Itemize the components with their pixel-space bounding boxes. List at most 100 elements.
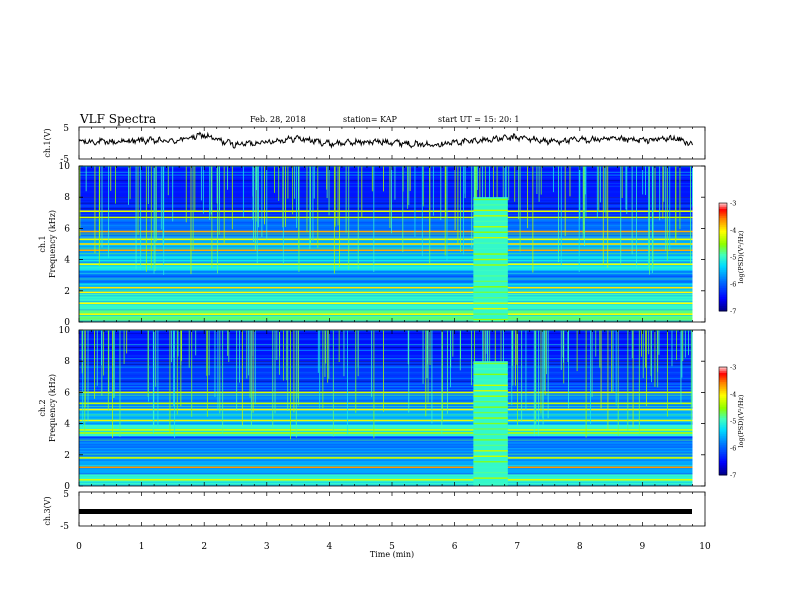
ch2-spectrogram-sferic-streak [650, 330, 652, 383]
ch1-spectrogram-texture-line [79, 270, 693, 272]
ch1-spectrogram-sferic-streak [648, 166, 650, 269]
ch2-spectrogram-texture-line [79, 473, 693, 475]
ch2-spectrogram-sferic-streak [568, 330, 570, 409]
ch1-spectrogram-texture-line [79, 261, 693, 263]
ch1-spectrogram-sferic-streak [108, 166, 110, 259]
ch1-spectrogram-sferic-streak [564, 166, 566, 237]
ch2-spectrogram-texture-line [79, 400, 693, 402]
ch1-spectrogram-sferic-streak [584, 166, 586, 195]
ch2-colorbar-segment [719, 406, 727, 409]
ch1-spectrogram-sferic-streak [659, 166, 661, 221]
ch2-colorbar-segment [719, 388, 727, 391]
ch1-spectrogram-sferic-streak [402, 166, 404, 253]
ch1-spectrogram-sferic-streak [261, 166, 263, 238]
ch1-spectrogram-sferic-streak [476, 166, 478, 190]
ch1-colorbar-segment [719, 230, 727, 233]
ch2-spectrogram-sferic-streak [239, 330, 241, 383]
ch2-spectrogram-sferic-streak [153, 330, 155, 426]
ch2-spectrogram-sferic-streak [276, 330, 278, 361]
ch1-spectrogram-broadband-line [473, 209, 508, 212]
ch1-colorbar-segment [719, 300, 727, 303]
ch1-spectrogram-sferic-streak [253, 166, 254, 242]
ch2-spectrogram-sferic-streak [407, 330, 409, 365]
ch2-colorbar-segment [719, 374, 727, 377]
ch1-spectrogram-texture-line [79, 284, 693, 286]
ch1-colorbar-segment [719, 204, 727, 208]
ch1-spectrogram-emission-line-0 [79, 313, 693, 315]
ch1-spectrogram-sferic-streak [669, 166, 671, 251]
ch1-colorbar-segment [719, 258, 727, 262]
ch1-spectrogram-sferic-streak [446, 166, 448, 262]
ch1-colorbar-segment [719, 271, 727, 274]
ch1-panel-frame [78, 126, 706, 160]
ch1-spectrogram-sferic-streak [312, 166, 314, 242]
ch2-spectrogram-emission-line-5 [79, 419, 693, 422]
ch2-colorbar-segment [719, 417, 727, 420]
ch2-colorbar-segment [719, 401, 727, 404]
ch1-colorbar-segment [719, 282, 727, 285]
ch2-spectrogram-texture-line [79, 372, 693, 374]
ch2-spectrogram-sferic-streak [590, 330, 591, 424]
ch2-colorbar-segment [719, 422, 727, 426]
ch2-spectrogram-sferic-streak [595, 330, 597, 357]
ch1-spectrogram-broadband-line [473, 236, 508, 239]
ch2-spectrogram-sferic-streak [681, 330, 683, 378]
ch1-colorbar-segment [719, 289, 727, 292]
ch1-spectrogram-sferic-streak [508, 166, 510, 201]
ch1-colorbar-segment [719, 206, 727, 209]
ch2-spectrogram-sferic-streak [250, 330, 252, 427]
ch1-spectrogram-texture-line [79, 202, 693, 204]
ch1-timeseries-panel: 5 -5 ch.1(V) [43, 124, 706, 165]
ch2-spectrogram-ytick-label: 6 [64, 388, 70, 398]
ch2-spectrogram-band-8 [79, 330, 693, 362]
ch2-spectrogram-sferic-streak [676, 330, 678, 360]
ch2-spectrogram-sferic-streak [485, 330, 487, 381]
ch2-spectrogram-ytick-label: 0 [64, 482, 70, 492]
ch2-spectrogram-broadband-line [473, 482, 508, 485]
ch1-colorbar-segment [719, 273, 727, 276]
ch2-spectrogram-sferic-streak [180, 330, 182, 407]
ch2-spectrogram-texture-line [79, 476, 693, 478]
ch2-spectrogram-texture-line [79, 375, 693, 377]
ch1-colorbar-segment [719, 285, 727, 289]
ch1-colorbar-segment [719, 253, 727, 256]
ch1-colorbar-segment [719, 257, 727, 260]
x-tick-label: 3 [264, 542, 270, 552]
ch2-spectrogram-texture-line [79, 459, 693, 461]
ch1-spectrogram-sferic-streak [94, 166, 96, 254]
ch1-spectrogram-sferic-streak [231, 166, 233, 230]
ch2-spectrogram-sferic-streak [325, 330, 327, 364]
ch2-spectrogram-sferic-streak [671, 330, 673, 367]
ch1-spectrogram-texture-line [79, 191, 693, 193]
ch1-spectrogram-sferic-streak [274, 166, 275, 193]
ch2-spectrogram-broadband-line [473, 417, 508, 419]
ch2-spectrogram-broadband-line [473, 368, 508, 370]
x-axis-label: Time (min) [370, 550, 414, 559]
ch1-spectrogram-ytick-label: 0 [64, 318, 70, 328]
ch2-colorbar-segment [719, 428, 727, 431]
ch1-spectrogram-sferic-streak [209, 166, 211, 220]
ch2-spectrogram-sferic-streak [600, 330, 602, 409]
ch1-colorbar-segment [719, 309, 727, 312]
ch2-spectrogram-sferic-streak [427, 330, 429, 364]
ch1-colorbar-segment [719, 240, 727, 244]
ch2-spectrogram-sferic-streak [447, 330, 448, 414]
ch1-spectrogram-panel: 0 2 4 6 8 10 ch.1 Frequency (kHz) [38, 162, 706, 328]
ch2-spectrogram-broadband-line [473, 455, 508, 457]
ch2-spectrogram-sferic-streak [347, 330, 348, 434]
ch2-spectrogram-texture-line [79, 411, 693, 413]
ch2-spectrogram-texture-line [79, 405, 693, 407]
ch1-colorbar-segment [719, 249, 727, 253]
ch1-spectrogram-emission-line-5 [79, 249, 693, 252]
ch1-colorbar-segment [719, 228, 727, 231]
ch1-spectrogram-sferic-streak [479, 166, 481, 204]
ch2-spectrogram-sferic-streak [113, 330, 115, 398]
ch2-spectrogram-sferic-streak [562, 330, 564, 363]
ch1-spectrogram-sferic-streak [584, 166, 585, 247]
ch1-spectrogram-sferic-streak [473, 166, 475, 219]
ch2-spectrogram-broadband-line [473, 428, 508, 430]
ch2-colorbar-tick-label: -6 [730, 445, 736, 453]
ch1-colorbar-segment [719, 305, 727, 308]
ch1-spectrogram-broadband-line [473, 297, 508, 299]
ch1-spectrogram-sferic-streak [440, 166, 442, 221]
